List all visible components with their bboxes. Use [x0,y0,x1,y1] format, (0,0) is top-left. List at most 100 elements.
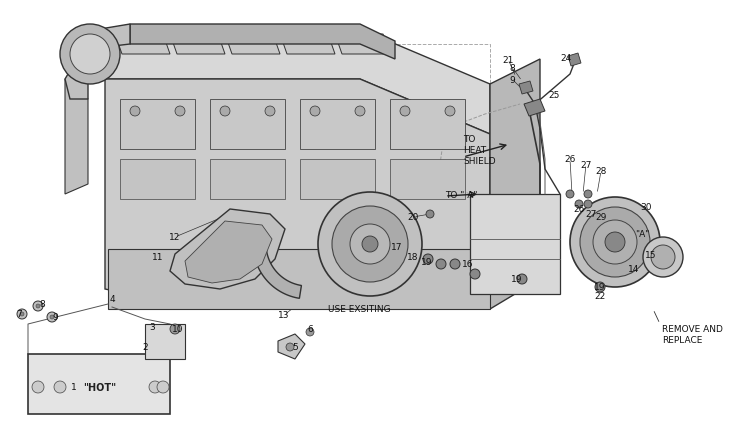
Text: 8: 8 [39,300,45,309]
Circle shape [17,309,27,319]
Polygon shape [490,60,540,309]
Text: 15: 15 [645,251,657,260]
Circle shape [286,343,294,351]
Circle shape [54,381,66,393]
Polygon shape [65,80,88,194]
Circle shape [566,190,574,199]
Text: 9: 9 [509,75,515,84]
Circle shape [350,224,390,264]
Text: 4: 4 [110,295,115,304]
Circle shape [265,107,275,117]
Polygon shape [170,35,225,55]
Text: 1: 1 [71,383,76,392]
Text: 10: 10 [172,325,184,334]
Text: 11: 11 [152,253,164,262]
Circle shape [175,107,185,117]
Polygon shape [145,324,185,359]
Circle shape [643,237,683,277]
Text: 5: 5 [292,343,298,352]
Text: 14: 14 [628,265,640,274]
Circle shape [310,107,320,117]
Text: REMOVE AND
REPLACE: REMOVE AND REPLACE [662,324,723,344]
Circle shape [517,274,527,284]
Circle shape [400,107,410,117]
Circle shape [70,35,110,75]
Polygon shape [335,35,390,55]
Text: 17: 17 [392,243,403,252]
Text: 12: 12 [170,233,181,242]
Text: 18: 18 [407,253,419,262]
Polygon shape [108,249,490,309]
Polygon shape [300,160,375,200]
Text: 27: 27 [585,210,597,219]
Circle shape [170,324,180,334]
Text: 13: 13 [278,311,290,320]
Polygon shape [105,30,490,135]
Polygon shape [280,35,335,55]
Polygon shape [470,194,560,294]
Polygon shape [519,82,533,95]
Polygon shape [120,100,195,150]
Text: 6: 6 [308,325,313,334]
Text: 21: 21 [503,55,514,64]
Text: eReplacementParts.com: eReplacementParts.com [316,224,434,234]
Circle shape [157,381,169,393]
Circle shape [436,259,446,269]
Text: TO " A": TO " A" [445,190,478,199]
Circle shape [149,381,161,393]
Polygon shape [210,160,285,200]
Text: USE EXSITING: USE EXSITING [328,305,391,314]
Circle shape [595,283,605,292]
Circle shape [584,190,592,199]
Text: 9: 9 [52,313,58,322]
Polygon shape [130,25,395,60]
Polygon shape [115,35,170,55]
Text: 25: 25 [548,90,560,99]
Circle shape [306,328,314,336]
Circle shape [445,107,455,117]
Circle shape [50,315,54,319]
Circle shape [20,312,24,316]
Circle shape [36,304,40,308]
Circle shape [651,246,675,269]
Text: 8: 8 [509,63,515,72]
Circle shape [33,301,43,311]
Text: "A": "A" [635,230,650,239]
Circle shape [450,259,460,269]
Polygon shape [253,236,302,298]
Circle shape [220,107,230,117]
Circle shape [426,211,434,218]
Circle shape [575,200,583,209]
Polygon shape [300,100,375,150]
Circle shape [130,107,140,117]
Text: "HOT": "HOT" [83,382,116,392]
Text: 27: 27 [580,160,592,169]
Polygon shape [225,35,280,55]
Polygon shape [210,100,285,150]
Text: 24: 24 [560,53,572,62]
Text: 26: 26 [564,155,576,164]
Polygon shape [120,160,195,200]
Circle shape [570,197,660,287]
Text: 3: 3 [149,323,154,332]
Polygon shape [28,354,170,414]
Polygon shape [185,221,272,283]
Text: 26: 26 [573,205,585,214]
Text: 29: 29 [596,213,607,222]
Text: 30: 30 [640,203,652,212]
Circle shape [580,208,650,277]
Circle shape [593,221,637,264]
Circle shape [318,193,422,296]
Circle shape [47,312,57,322]
Polygon shape [105,80,490,309]
Text: 20: 20 [407,213,419,222]
Text: 19: 19 [422,258,433,267]
Circle shape [332,206,408,283]
Polygon shape [278,334,305,359]
Circle shape [32,381,44,393]
Text: 16: 16 [462,260,474,269]
Text: 22: 22 [594,292,606,301]
Polygon shape [390,100,465,150]
Text: 2: 2 [142,343,148,352]
Polygon shape [524,100,545,117]
